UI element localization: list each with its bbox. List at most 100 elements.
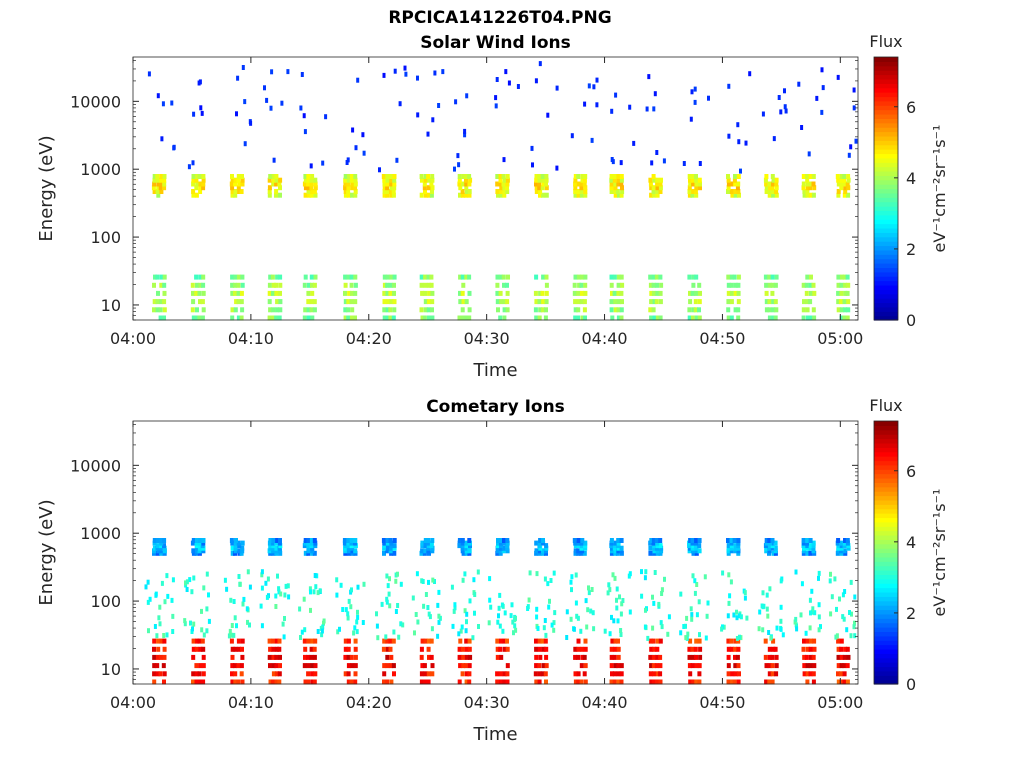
flux-cell [745,615,749,621]
flux-cell [166,593,170,599]
flux-cell [839,548,844,554]
flux-cell [155,174,160,179]
flux-cell [679,630,683,636]
flux-cell [277,540,282,546]
flux-cell [199,105,203,111]
flux-cell [811,679,816,685]
flux-cell [274,638,279,644]
flux-cell [502,192,507,198]
flux-cell [351,127,355,133]
flux-cell [260,569,264,575]
flux-cell [576,299,581,305]
flux-cell [514,627,518,633]
flux-cell [693,578,697,584]
flux-cell [426,282,431,288]
flux-cell [162,543,166,549]
flux-cell [343,654,348,660]
flux-cell [811,671,816,677]
flux-cell [239,299,244,305]
flux-cell [534,679,539,685]
flux-cell [191,192,196,198]
flux-cell [544,282,549,288]
flux-cell [771,192,776,198]
flux-cell [538,61,542,67]
flux-cell [349,299,354,305]
flux-cell [537,663,542,669]
flux-cell [464,679,469,685]
flux-cell [763,654,768,660]
flux-cell [613,307,618,313]
flux-cell [655,150,659,155]
flux-cell [268,538,273,543]
flux-cell [260,572,264,578]
colorbar-band [874,227,898,233]
flux-cell [464,671,469,677]
flux-cell [159,189,164,194]
flux-cell [808,174,813,179]
colorbar-tick-label: 2 [906,604,916,623]
flux-cell [303,174,308,179]
flux-cell [353,679,358,685]
flux-cell [353,174,358,179]
flux-cell [628,609,632,615]
flux-cell [612,290,617,296]
flux-cell [651,654,656,660]
flux-cell [729,274,734,280]
flux-cell [495,282,500,288]
flux-cell [240,307,245,313]
flux-cell [839,679,844,685]
flux-cell [488,576,492,582]
flux-cell [537,185,542,191]
x-tick-label: 05:00 [817,329,863,348]
flux-cell [764,540,769,546]
flux-cell [426,185,431,191]
flux-cell [240,274,245,280]
flux-cell [658,185,663,191]
colorbar-tick-label: 0 [906,675,916,694]
flux-cell [805,646,810,652]
flux-cell [728,593,732,599]
flux-cell [854,138,858,144]
flux-cell [538,192,542,198]
flux-cell [353,192,358,198]
flux-cell [427,290,432,296]
flux-cell [152,538,157,543]
flux-cell [691,189,696,194]
flux-cell [382,663,387,669]
flux-cell [349,174,354,179]
flux-cell [808,663,813,669]
flux-cell [322,620,325,626]
flux-cell [616,671,621,677]
colorbar-band [874,574,898,580]
flux-cell [812,290,817,296]
colorbar-units: eV⁻¹cm⁻²sr⁻¹s⁻¹ [930,489,949,617]
flux-cell [201,548,206,554]
flux-cell [457,177,462,183]
flux-cell [505,538,510,543]
flux-cell [353,185,358,191]
flux-cell [811,548,816,554]
flux-cell [156,290,160,296]
flux-cell [427,654,431,660]
flux-cell [171,577,175,583]
flux-cell [501,181,506,187]
flux-cell [774,177,779,183]
flux-cell [733,174,737,179]
y-tick-label: 100 [90,228,121,247]
flux-cell [232,599,236,604]
flux-cell [155,307,160,313]
flux-cell [237,181,242,187]
flux-cell [591,610,595,616]
flux-cell [274,177,279,183]
colorbar-band [874,311,898,317]
flux-cell [845,290,850,296]
flux-cell [236,185,241,191]
flux-cell [399,581,403,587]
flux-cell [355,619,359,625]
flux-cell [570,574,574,580]
flux-cell [576,181,581,187]
flux-cell [704,635,708,641]
flux-cell [201,177,206,183]
flux-cell [544,177,549,183]
flux-cell [162,654,167,660]
